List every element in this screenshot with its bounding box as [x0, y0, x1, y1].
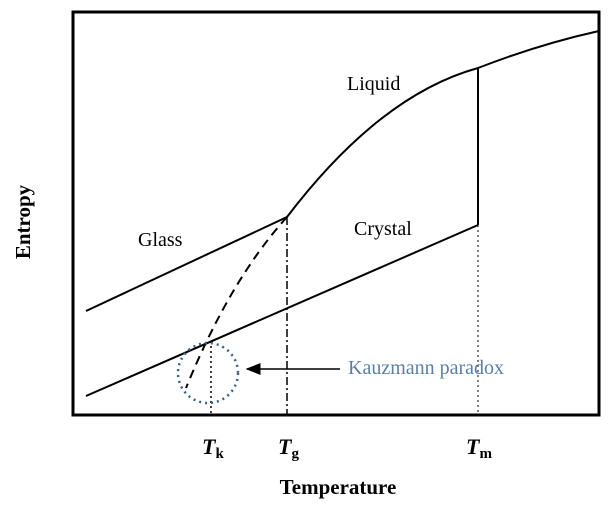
t-symbol: T — [466, 434, 481, 459]
annotation: Kauzmann paradox — [348, 357, 504, 379]
t-symbol: T — [202, 434, 217, 459]
liquid-curve — [286, 30, 600, 218]
t-symbol: T — [278, 434, 293, 459]
frame — [71, 10, 601, 417]
crystal-line — [85, 224, 479, 397]
y-axis-label: Entropy — [11, 184, 35, 259]
t-subscript: k — [215, 446, 224, 462]
t-subscript: m — [479, 446, 492, 462]
liquid-label: Liquid — [347, 73, 400, 95]
crystal-label: Crystal — [354, 218, 412, 240]
glass-line — [85, 216, 288, 312]
tg-label: Tg — [278, 434, 299, 462]
tm-label: Tm — [466, 434, 492, 462]
paradox-circle — [176, 341, 240, 405]
x-axis-label: Temperature — [280, 475, 397, 499]
glass-label: Glass — [138, 229, 183, 251]
supercooled-curve — [185, 216, 288, 389]
t-subscript: g — [291, 446, 299, 462]
tk-label: Tk — [202, 434, 224, 462]
